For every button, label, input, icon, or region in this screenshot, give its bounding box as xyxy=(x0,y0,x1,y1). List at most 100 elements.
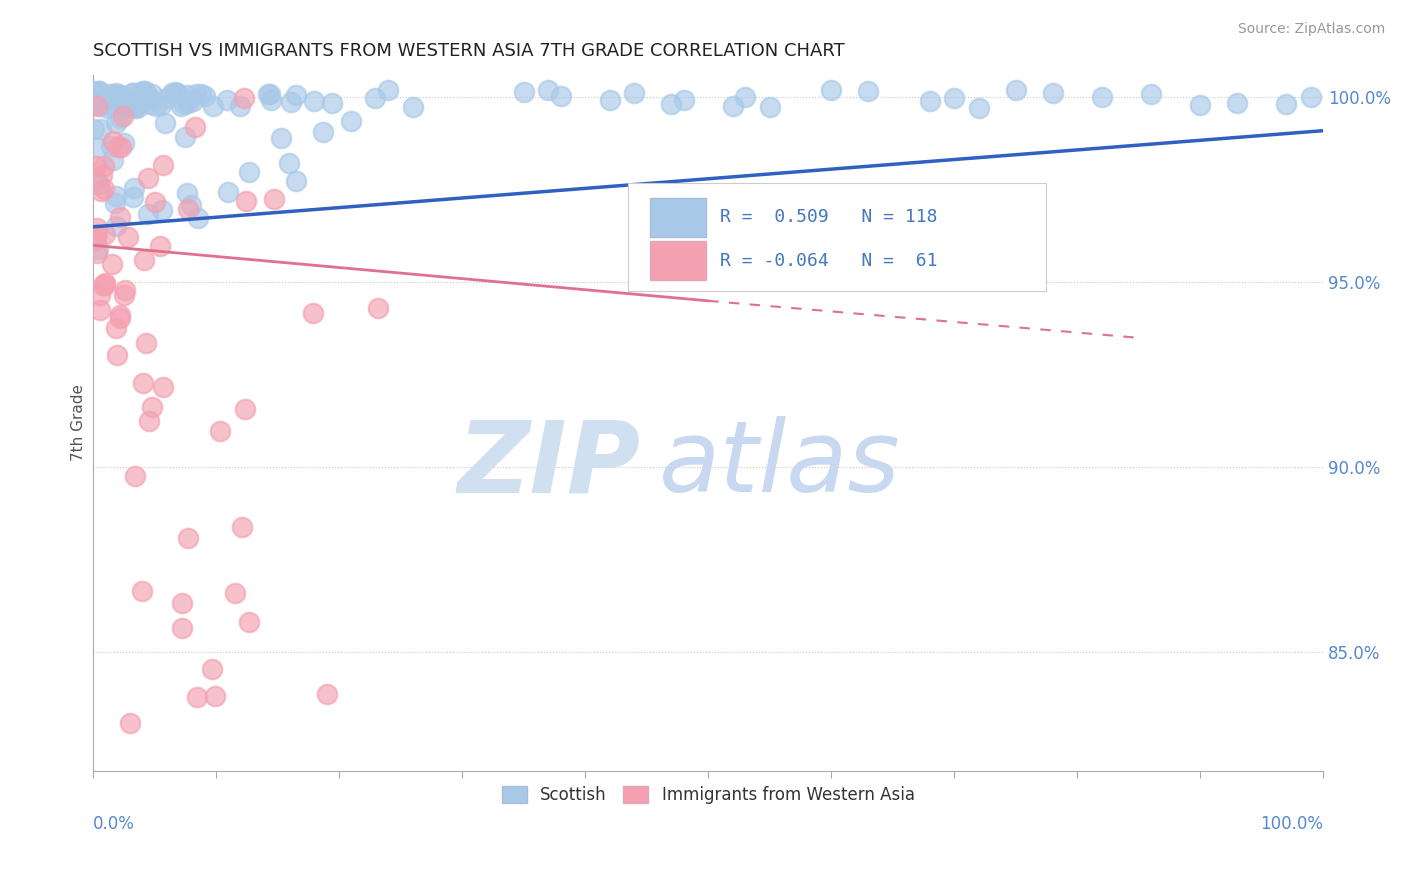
Point xyxy=(135,336,157,351)
Point xyxy=(94,227,117,242)
Point xyxy=(86,99,108,113)
Point xyxy=(108,210,131,224)
Point xyxy=(114,95,136,109)
Point xyxy=(734,90,756,104)
Point xyxy=(104,219,127,233)
Point xyxy=(285,174,308,188)
Point xyxy=(231,520,253,534)
Point xyxy=(84,233,107,247)
Point xyxy=(176,88,198,103)
Text: 0.0%: 0.0% xyxy=(93,815,135,833)
Point xyxy=(259,87,281,101)
Bar xyxy=(651,242,706,280)
Point xyxy=(1275,97,1298,112)
Point xyxy=(184,120,207,134)
Point xyxy=(1299,90,1322,104)
Point xyxy=(112,136,135,150)
Text: SCOTTISH VS IMMIGRANTS FROM WESTERN ASIA 7TH GRADE CORRELATION CHART: SCOTTISH VS IMMIGRANTS FROM WESTERN ASIA… xyxy=(93,42,845,60)
Point xyxy=(86,141,108,155)
Text: ZIP: ZIP xyxy=(457,416,641,513)
Point xyxy=(136,90,159,104)
Point xyxy=(943,90,966,104)
Point xyxy=(270,131,292,145)
Point xyxy=(136,93,159,107)
Text: 100.0%: 100.0% xyxy=(1260,815,1323,833)
Point xyxy=(367,301,389,316)
Point xyxy=(100,99,122,113)
Point xyxy=(105,86,128,100)
Point xyxy=(278,155,301,169)
Point xyxy=(599,93,621,107)
Point xyxy=(153,116,176,130)
Point xyxy=(181,94,204,108)
Point xyxy=(312,125,335,139)
Point xyxy=(110,111,132,125)
Point xyxy=(1226,95,1249,110)
Point xyxy=(120,715,142,730)
Point xyxy=(132,376,155,390)
Point xyxy=(156,91,179,105)
Point xyxy=(233,401,256,416)
Point xyxy=(229,99,252,113)
Point xyxy=(110,140,132,154)
Point xyxy=(257,87,280,102)
Point xyxy=(152,158,174,172)
Point xyxy=(659,97,682,112)
Point xyxy=(107,140,129,154)
Point xyxy=(112,288,135,302)
Point xyxy=(138,207,160,221)
Point xyxy=(177,202,200,216)
Point xyxy=(856,84,879,98)
Point xyxy=(93,182,115,196)
Point xyxy=(91,277,114,292)
Point xyxy=(149,98,172,112)
Point xyxy=(86,227,108,242)
Point xyxy=(172,596,194,610)
Point xyxy=(105,89,128,103)
Point xyxy=(122,93,145,107)
Point xyxy=(94,278,117,293)
Point xyxy=(90,184,112,198)
Point xyxy=(105,321,128,335)
FancyBboxPatch shape xyxy=(628,183,1046,291)
Point xyxy=(103,134,125,148)
Point xyxy=(112,109,135,123)
Point xyxy=(82,84,104,98)
Point xyxy=(93,92,115,106)
Point xyxy=(104,188,127,202)
Point xyxy=(94,277,117,291)
Point xyxy=(122,181,145,195)
Point xyxy=(121,86,143,100)
Point xyxy=(187,211,209,226)
Point xyxy=(86,246,108,260)
Point xyxy=(105,348,128,362)
Point xyxy=(132,84,155,98)
Point xyxy=(139,97,162,112)
Point xyxy=(304,94,326,108)
Point xyxy=(280,95,302,110)
Point xyxy=(121,87,143,101)
Point xyxy=(163,85,186,99)
Point xyxy=(209,424,232,438)
Point xyxy=(217,186,239,200)
Point xyxy=(138,414,160,428)
Point xyxy=(758,99,780,113)
Point xyxy=(134,93,156,107)
Point xyxy=(134,84,156,98)
Point xyxy=(194,88,217,103)
Point xyxy=(152,380,174,394)
Point xyxy=(121,190,143,204)
Point xyxy=(672,93,695,107)
Point xyxy=(110,88,132,103)
Point xyxy=(173,97,195,112)
Point xyxy=(233,91,256,105)
Point xyxy=(536,83,558,97)
Point xyxy=(131,584,153,599)
Point xyxy=(162,87,184,101)
Point xyxy=(136,89,159,103)
Text: R =  0.509   N = 118: R = 0.509 N = 118 xyxy=(720,209,938,227)
Point xyxy=(967,101,990,115)
Text: atlas: atlas xyxy=(659,416,901,513)
Point xyxy=(101,93,124,107)
Point xyxy=(107,87,129,102)
